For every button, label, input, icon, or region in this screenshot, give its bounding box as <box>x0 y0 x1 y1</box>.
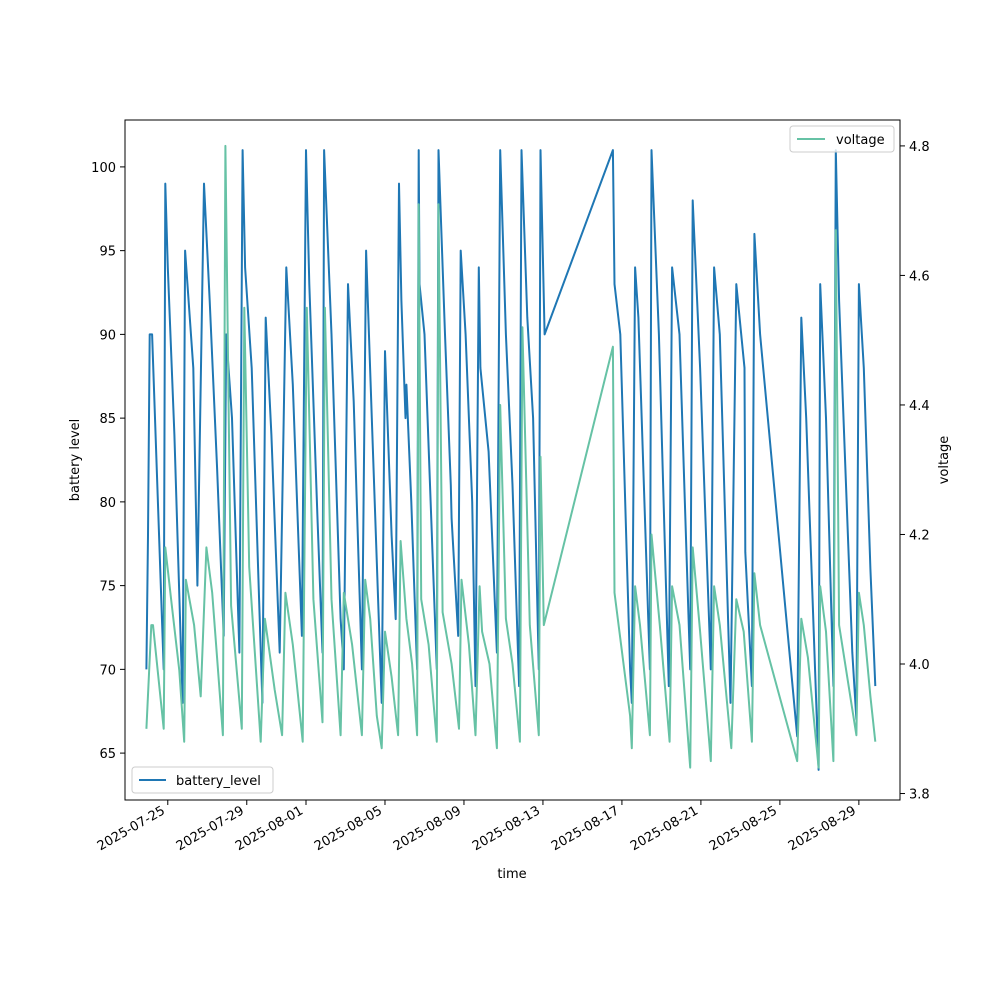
right-y-axis-title: voltage <box>937 436 952 485</box>
left-y-axis-title: battery level <box>68 419 83 502</box>
x-tick-label: 2025-08-09 <box>391 803 464 854</box>
x-tick-label: 2025-08-29 <box>786 803 859 854</box>
x-tick-label: 2025-08-25 <box>707 803 780 854</box>
right-y-tick-label: 4.8 <box>909 140 930 155</box>
series-line-battery-level <box>145 149 877 771</box>
x-tick-label: 2025-08-17 <box>549 803 622 854</box>
legend-battery-level: battery_level <box>131 766 274 794</box>
legend-voltage-label: voltage <box>836 133 885 148</box>
series-line-voltage <box>145 144 877 769</box>
left-y-tick-label: 95 <box>99 245 116 260</box>
legend-battery-level-frame <box>131 766 274 794</box>
right-y-tick-label: 4.6 <box>909 269 930 284</box>
legend-voltage: voltage <box>789 125 895 153</box>
right-y-tick-label: 4.4 <box>909 399 930 414</box>
left-y-tick-label: 70 <box>99 663 116 678</box>
left-y-tick-label: 100 <box>91 161 116 176</box>
plot-frame <box>124 119 901 801</box>
left-y-tick-label: 65 <box>99 747 116 762</box>
left-y-tick-label: 80 <box>99 496 116 511</box>
x-tick-label: 2025-08-21 <box>628 803 701 854</box>
series-layer <box>145 144 877 771</box>
x-tick-label: 2025-08-01 <box>233 803 306 854</box>
right-y-tick-label: 3.8 <box>909 788 930 803</box>
x-tick-label: 2025-07-25 <box>95 803 168 854</box>
legend-voltage-frame <box>789 125 895 153</box>
right-y-tick-label: 4.2 <box>909 528 930 543</box>
x-axis-title: time <box>497 867 526 882</box>
right-y-tick-label: 4.0 <box>909 658 930 673</box>
left-y-tick-label: 85 <box>99 412 116 427</box>
legend-battery-level-label: battery_level <box>176 774 261 789</box>
left-y-tick-label: 90 <box>99 328 116 343</box>
x-tick-label: 2025-08-13 <box>470 803 543 854</box>
x-tick-label: 2025-08-05 <box>312 803 385 854</box>
left-y-tick-label: 75 <box>99 580 116 595</box>
